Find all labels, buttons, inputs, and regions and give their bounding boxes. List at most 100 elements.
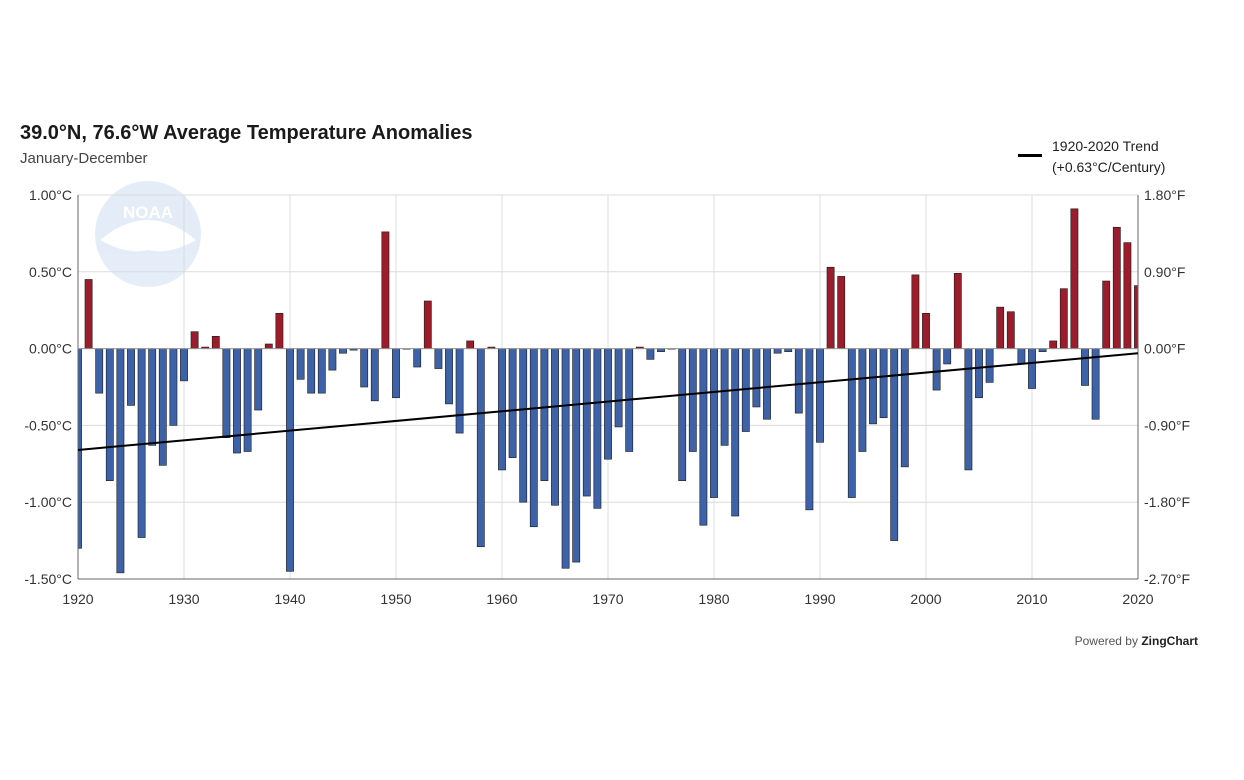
y-tick-label-f: 1.80°F xyxy=(1144,187,1185,203)
bar-1991 xyxy=(826,266,835,349)
bar-1969 xyxy=(593,348,602,509)
bar-1960 xyxy=(498,348,506,471)
bar-1942 xyxy=(307,348,316,394)
bar-1941 xyxy=(296,348,305,380)
bar-1938 xyxy=(264,343,273,349)
bar-1990 xyxy=(816,348,824,443)
bar-1962 xyxy=(519,348,528,503)
bar-1930 xyxy=(180,348,188,382)
bar-1953 xyxy=(423,300,432,349)
y-tick-label-c: 0.50°C xyxy=(29,264,72,280)
bar-1961 xyxy=(508,348,517,458)
bar-1954 xyxy=(434,348,443,369)
legend-trend-label: 1920-2020 Trend (+0.63°C/Century) xyxy=(1052,138,1166,175)
y-tick-label-f: 0.00°F xyxy=(1144,341,1185,357)
bar-1971 xyxy=(614,348,623,428)
axes: 1.00°C 1.80°F 0.50°C 0.90°F 0.00°C 0.00°F -0.5… xyxy=(24,187,1190,607)
y-tick-label-c: -1.50°C xyxy=(24,571,72,587)
trend-line-path xyxy=(77,352,1139,451)
bar-1935 xyxy=(233,348,241,454)
bar-1925 xyxy=(127,348,135,406)
bar-2013 xyxy=(1059,288,1068,349)
bar-1988 xyxy=(794,348,803,414)
x-tick-label: 1980 xyxy=(698,591,729,607)
bar-1929 xyxy=(169,348,178,426)
powered-by-zingchart[interactable]: Powered by ZingChart xyxy=(1075,634,1198,648)
chart-subtitle: January-December xyxy=(20,150,148,167)
bar-2007 xyxy=(996,306,1005,349)
bar-1993 xyxy=(847,348,856,498)
legend-trend-swatch xyxy=(1018,154,1042,157)
bar-1980 xyxy=(710,348,718,498)
y-tick-label-c: 1.00°C xyxy=(29,187,72,203)
bar-2001 xyxy=(932,348,941,391)
bar-1922 xyxy=(95,348,104,394)
x-tick-label: 2020 xyxy=(1122,591,1153,607)
bar-2020 xyxy=(1134,285,1139,349)
bar-1945 xyxy=(339,348,347,354)
zingchart-brand: ZingChart xyxy=(1141,634,1198,648)
chart-title: 39.0°N, 76.6°W Average Temperature Anoma… xyxy=(20,122,473,144)
y-tick-label-f: -0.90°F xyxy=(1144,417,1190,433)
powered-by-label: Powered by xyxy=(1074,634,1138,648)
bar-2005 xyxy=(975,348,983,399)
bar-2004 xyxy=(964,348,973,471)
bar-2019 xyxy=(1123,242,1132,349)
bar-2017 xyxy=(1102,280,1111,349)
bar-1984 xyxy=(752,348,761,408)
bar-1948 xyxy=(370,348,379,402)
x-tick-label: 1940 xyxy=(274,591,305,607)
y-tick-label-c: 0.00°C xyxy=(29,341,72,357)
bar-1995 xyxy=(869,348,877,425)
bar-1979 xyxy=(699,348,708,526)
bar-1963 xyxy=(529,348,538,528)
bar-1927 xyxy=(148,348,157,446)
y-tick-label-c: -1.00°C xyxy=(24,494,72,510)
bar-1923 xyxy=(105,348,114,481)
noaa-logo-watermark: NOAA xyxy=(95,181,201,287)
x-tick-label: 1960 xyxy=(486,591,517,607)
bar-1920 xyxy=(77,348,82,549)
bar-1992 xyxy=(837,276,846,349)
bar-2018 xyxy=(1112,226,1121,349)
x-tick-label: 1950 xyxy=(380,591,411,607)
bar-1934 xyxy=(222,348,231,438)
bar-2015 xyxy=(1081,348,1089,386)
bar-1966 xyxy=(561,348,570,569)
bar-2000 xyxy=(922,312,930,349)
bar-1947 xyxy=(360,348,369,388)
bar-1933 xyxy=(211,336,220,349)
bar-1964 xyxy=(540,348,549,481)
x-tick-label: 1970 xyxy=(592,591,623,607)
bar-1985 xyxy=(763,348,771,420)
bar-1968 xyxy=(582,348,591,497)
bar-1981 xyxy=(720,348,729,446)
x-tick-label: 1920 xyxy=(62,591,93,607)
bar-2002 xyxy=(943,348,952,365)
bar-1931 xyxy=(190,331,199,349)
bar-1958 xyxy=(476,348,485,548)
bar-1924 xyxy=(116,348,125,574)
bar-1986 xyxy=(773,348,782,354)
y-tick-label-f: 0.90°F xyxy=(1144,264,1185,280)
bar-1952 xyxy=(413,348,422,368)
bar-1956 xyxy=(455,348,464,434)
bar-1978 xyxy=(688,348,697,452)
bar-2008 xyxy=(1006,311,1015,349)
bar-1937 xyxy=(254,348,263,411)
y-tick-label-c: -0.50°C xyxy=(24,417,72,433)
bar-1943 xyxy=(317,348,326,394)
bar-1982 xyxy=(731,348,740,517)
bar-1928 xyxy=(158,348,167,466)
bar-1989 xyxy=(805,348,814,511)
bar-2010 xyxy=(1028,348,1036,389)
trend-line xyxy=(77,352,1139,451)
bar-2014 xyxy=(1070,208,1079,349)
bar-1944 xyxy=(328,348,337,371)
bar-2003 xyxy=(953,273,962,349)
bar-1939 xyxy=(275,312,284,349)
x-tick-label: 1990 xyxy=(804,591,835,607)
bar-2012 xyxy=(1049,340,1058,349)
bar-1957 xyxy=(466,340,475,349)
